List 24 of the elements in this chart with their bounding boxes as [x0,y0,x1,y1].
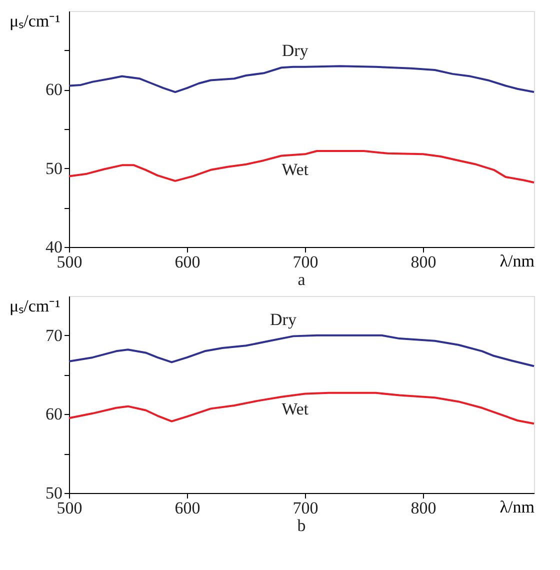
line-series [68,65,535,94]
x-tick-label: 700 [292,498,318,518]
y-tick-label: 70 [46,326,62,345]
series-label: Wet [282,400,309,419]
line-series [68,150,535,184]
x-tick-label: 600 [174,252,200,272]
x-axis-title: λ/nm [500,498,534,516]
y-axis-title: μₛ/cm⁻¹ [10,12,60,30]
series-label: Wet [282,160,309,180]
line-series [68,392,535,425]
x-tick-label: 600 [174,498,200,518]
series-label: Dry [270,310,297,330]
series-label: Dry [282,40,309,60]
text: a [298,270,306,289]
x-tick-label: 700 [292,252,318,272]
line-series [68,334,535,368]
x-tick-label: 800 [410,498,436,518]
text: b [297,516,306,535]
y-tick-label: 60 [46,80,62,100]
y-tick-label: 50 [46,158,62,178]
y-axis-title: μₛ/cm⁻¹ [10,296,60,316]
x-tick-label: 800 [410,252,436,272]
x-axis-title: λ/nm [500,252,534,270]
y-tick-label: 60 [46,404,62,424]
